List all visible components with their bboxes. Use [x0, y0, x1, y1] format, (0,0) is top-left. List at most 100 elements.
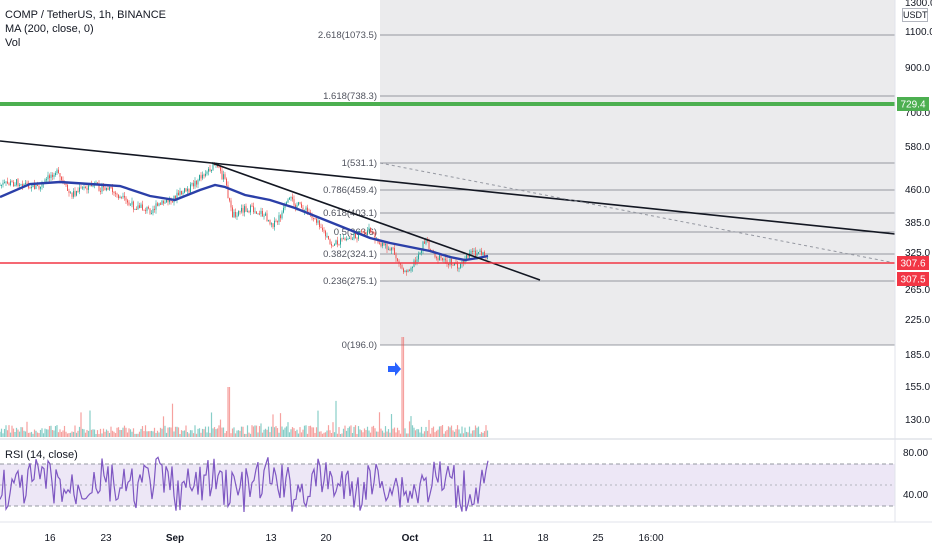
volume-bar: [9, 432, 12, 437]
fibonacci-retracement[interactable]: 2.618(1073.5) 1.618(738.3) 1(531.1) 0.786(4…: [318, 30, 895, 351]
fib-level-label: 0.786(459.4): [323, 185, 377, 196]
price-axis-label: 265.0: [905, 285, 930, 296]
candle-body: [146, 207, 148, 211]
volume-bar: [257, 432, 259, 437]
trendline-long[interactable]: [0, 140, 896, 235]
volume-bar: [449, 427, 451, 437]
volume-bar: [485, 425, 487, 437]
volume-indicator-label[interactable]: Vol: [5, 37, 21, 49]
volume-bar: [395, 432, 397, 437]
volume-bar: [36, 432, 39, 437]
candle-body: [58, 169, 59, 174]
symbol-title[interactable]: COMP / TetherUS, 1h, BINANCE: [5, 9, 166, 21]
volume-bar: [434, 432, 436, 437]
candle-body: [242, 207, 244, 213]
price-marker-label: 307.5: [900, 275, 925, 286]
volume-bar: [401, 337, 403, 437]
price-axis-label: 1300.0: [905, 0, 932, 9]
candle-body: [19, 184, 20, 186]
candle-body: [2, 182, 4, 185]
volume-bar: [404, 428, 406, 437]
candle-body: [244, 206, 245, 213]
volume-bar: [99, 428, 102, 437]
candle-body: [283, 207, 284, 213]
volume-bar: [86, 429, 88, 437]
candle-body: [155, 203, 157, 210]
volume-bar: [209, 432, 211, 437]
volume-bar: [114, 433, 117, 437]
volume-bar: [105, 429, 108, 437]
volume-bar: [443, 433, 445, 437]
candle-body: [184, 188, 185, 193]
candle-body: [248, 210, 250, 213]
ma-indicator-label[interactable]: MA (200, close, 0): [5, 23, 94, 35]
volume-bar: [311, 427, 313, 437]
rsi-indicator-label[interactable]: RSI (14, close): [5, 449, 78, 461]
arrow-right-icon[interactable]: [388, 362, 401, 376]
volume-bar: [50, 425, 52, 437]
candle-body: [38, 185, 40, 189]
volume-bar: [332, 422, 334, 437]
volume-bar: [117, 427, 120, 437]
time-axis-label: 20: [320, 533, 332, 544]
volume-bar: [417, 429, 420, 437]
volume-bar: [299, 427, 301, 437]
volume-bar: [387, 429, 390, 437]
price-axis[interactable]: 1300.0 1100.0 900.0 700.0 580.0 460.0 385.0 325…: [905, 0, 932, 426]
volume-bar: [216, 428, 219, 437]
rsi-axis[interactable]: 80.00 40.00: [903, 448, 928, 501]
candle-body: [347, 238, 349, 240]
volume-bar: [206, 432, 208, 437]
candle-body: [140, 204, 142, 208]
volume-bar: [149, 431, 151, 437]
candle-body: [52, 174, 53, 177]
volume-bar: [123, 425, 126, 437]
volume-bar: [293, 428, 295, 437]
volume-bar: [210, 412, 213, 437]
volume-bar: [312, 427, 315, 437]
volume-bar: [197, 428, 199, 437]
volume-bar: [396, 427, 399, 437]
candle-body: [88, 185, 89, 190]
volume-bar: [144, 425, 147, 437]
volume-bar: [453, 431, 456, 437]
candle-body: [313, 217, 314, 219]
volume-bar: [15, 427, 18, 437]
trendline-dashed[interactable]: [379, 162, 891, 263]
volume-bar: [422, 433, 424, 437]
candle-body: [445, 259, 446, 261]
time-axis-label: 23: [100, 533, 112, 544]
candle-body: [295, 205, 296, 208]
candle-body: [353, 232, 355, 239]
candle-body: [238, 211, 239, 216]
candle-body: [368, 227, 370, 231]
fib-level-label: 0(196.0): [342, 340, 377, 351]
volume-bar: [486, 430, 489, 437]
time-axis[interactable]: 16 23 Sep 13 20 Oct 11 18 25 16:00: [44, 533, 664, 544]
trendline-steep[interactable]: [211, 162, 541, 281]
candle-body: [23, 183, 25, 187]
volume-bar: [350, 425, 352, 437]
volume-bar: [192, 433, 195, 437]
volume-bar: [74, 425, 76, 437]
candle-body: [268, 220, 269, 222]
candle-body: [0, 184, 1, 186]
volume-bar: [198, 428, 201, 437]
price-marker: [897, 97, 929, 111]
candle-body: [109, 187, 110, 190]
candle-body: [160, 203, 161, 205]
volume-bar: [284, 427, 286, 437]
volume-bar: [53, 430, 55, 437]
candle-body: [163, 200, 164, 204]
volume-bar: [431, 427, 433, 437]
price-axis-label: 155.0: [905, 382, 930, 393]
volume-bar: [323, 432, 325, 437]
currency-unit[interactable]: USDT: [902, 8, 928, 22]
volume-bar: [174, 426, 177, 437]
candle-body: [95, 182, 97, 184]
candle-body: [79, 187, 80, 192]
volume-bar: [2, 433, 4, 437]
candle-body: [20, 184, 22, 186]
candle-body: [16, 179, 17, 185]
